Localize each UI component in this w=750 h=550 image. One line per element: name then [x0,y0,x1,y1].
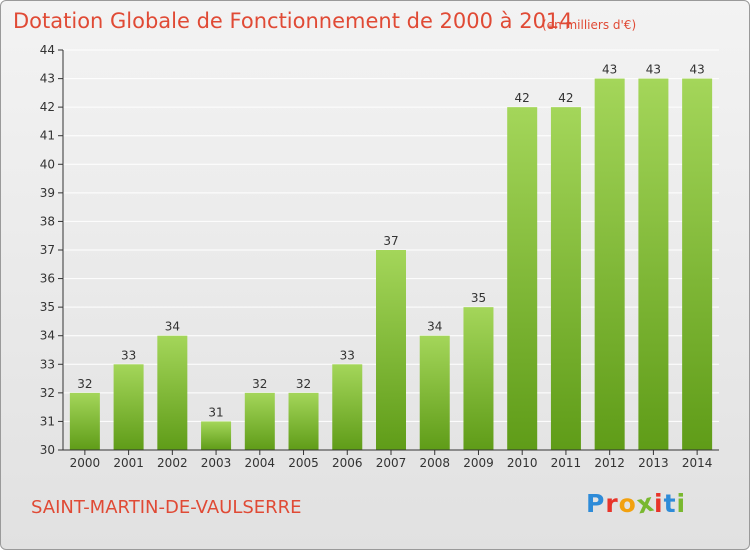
logo-letter: t [663,489,677,518]
chart-unit: (en milliers d'€) [542,18,637,32]
bar-value-label: 43 [689,63,704,77]
bar-value-label: 32 [252,377,267,391]
bar-value-label: 43 [646,63,661,77]
x-tick-label: 2003 [201,456,232,470]
axes: 30 31 32 33 34 35 36 37 38 39 40 41 42 43 44 2000 2001 20… [40,43,719,470]
y-tick-label: 34 [40,329,55,343]
x-tick-label: 2008 [419,456,450,470]
bar-value-label: 37 [383,234,398,248]
bar-2003 [201,421,232,450]
y-tick-label: 35 [40,300,55,314]
bar-2002 [157,335,188,450]
commune-name: SAINT-MARTIN-DE-VAULSERRE [31,497,302,518]
x-tick-label: 2006 [332,456,363,470]
x-tick-label: 2014 [682,456,713,470]
bars [69,78,713,451]
x-tick-label: 2011 [551,456,582,470]
bar-value-label: 42 [558,91,573,105]
bar-value-label: 42 [515,91,530,105]
bar-2013 [638,78,669,451]
logo-letter: i [654,489,664,518]
logo-letter: r [605,489,619,518]
bar-2000 [69,392,100,450]
y-tick-label: 42 [40,100,55,114]
logo-letter: P [586,489,606,518]
bar-2005 [288,392,319,450]
x-tick-label: 2007 [376,456,407,470]
x-tick-label: 2010 [507,456,538,470]
y-tick-label: 31 [40,414,55,428]
bar-2008 [419,335,450,450]
y-tick-label: 39 [40,186,55,200]
bar-value-label: 32 [77,377,92,391]
bar-2012 [594,78,625,451]
x-tick-label: 2000 [70,456,101,470]
bar-2011 [550,107,581,451]
bar-value-label: 35 [471,291,486,305]
bar-2001 [113,364,144,450]
y-tick-label: 43 [40,72,55,86]
y-tick-label: 37 [40,243,55,257]
bar-value-label: 32 [296,377,311,391]
bar-value-label: 33 [340,348,355,362]
x-tick-label: 2013 [638,456,669,470]
bar-2004 [244,392,275,450]
y-tick-label: 36 [40,272,55,286]
bar-2014 [682,78,713,451]
y-tick-label: 41 [40,129,55,143]
logo-letter: o [618,489,637,518]
y-tick-label: 33 [40,357,55,371]
bar-2006 [332,364,363,450]
y-tick-label: 30 [40,443,55,457]
y-tick-label: 40 [40,157,55,171]
bar-value-label: 34 [427,320,442,334]
bar-value-label: 33 [121,348,136,362]
x-tick-label: 2002 [157,456,188,470]
bar-value-label: 34 [165,320,180,334]
x-tick-label: 2001 [113,456,144,470]
x-tick-label: 2004 [245,456,276,470]
bar-2010 [507,107,538,451]
proxiti-logo: Proxiti [586,488,687,520]
chart-title: Dotation Globale de Fonctionnement de 20… [13,9,573,33]
bar-value-label: 31 [208,405,223,419]
x-tick-label: 2005 [288,456,319,470]
data-labels: 32 33 34 31 32 32 33 37 34 35 42 42 43 43 43 [77,63,705,420]
x-tick-label: 2012 [594,456,625,470]
logo-letter: i [676,489,687,518]
bar-value-label: 43 [602,63,617,77]
y-tick-label: 44 [40,43,55,57]
y-tick-label: 32 [40,386,55,400]
bar-2009 [463,307,494,450]
bar-2007 [376,250,406,450]
x-tick-label: 2009 [463,456,494,470]
y-tick-label: 38 [40,214,55,228]
